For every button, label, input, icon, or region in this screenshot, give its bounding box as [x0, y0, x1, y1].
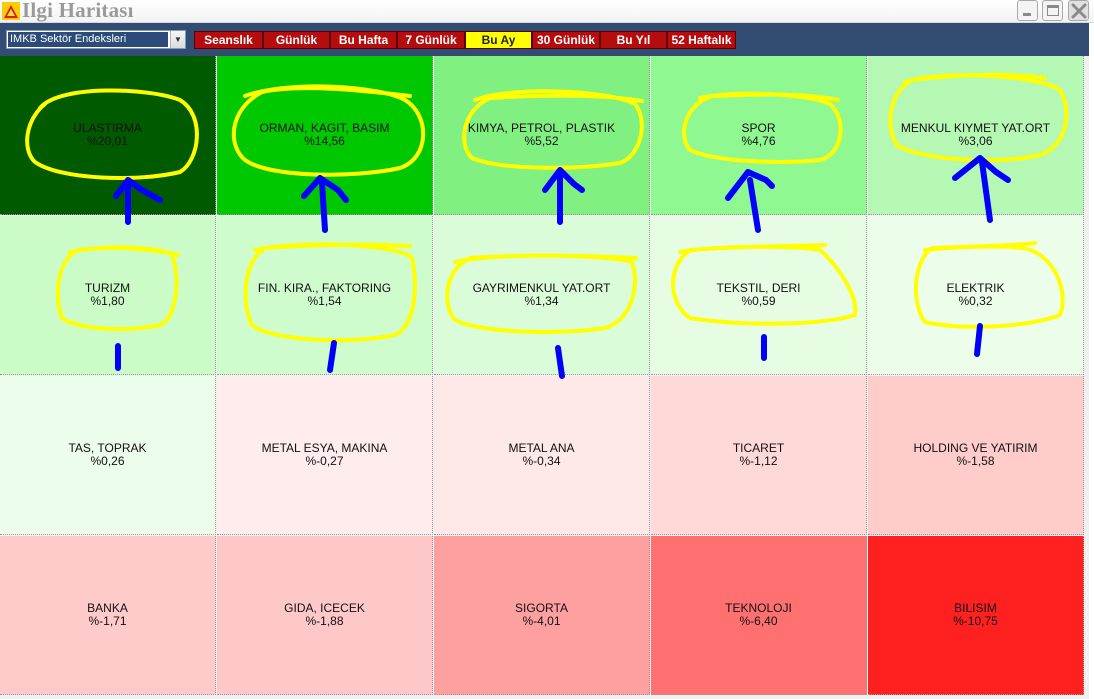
sector-tile[interactable]: ORMAN, KAGIT, BASIM %14,56	[217, 56, 433, 215]
period-tab-gunluk[interactable]: Günlük	[263, 31, 330, 49]
sector-change: %-4,01	[522, 614, 561, 628]
sector-tile[interactable]: TICARET %-1,12	[651, 376, 867, 535]
sector-name: TICARET	[732, 441, 785, 455]
period-tab-bu-yil[interactable]: Bu Yıl	[600, 31, 667, 49]
sector-tile[interactable]: TAS, TOPRAK %0,26	[0, 376, 216, 535]
sector-tile[interactable]: ELEKTRIK %0,32	[868, 216, 1084, 375]
sector-tile[interactable]: SIGORTA %-4,01	[434, 536, 650, 695]
period-tab-52-haftalik[interactable]: 52 Haftalık	[667, 31, 736, 49]
sector-change: %-1,71	[88, 614, 127, 628]
minimize-icon	[1023, 13, 1031, 16]
sector-tile[interactable]: TEKSTIL, DERI %0,59	[651, 216, 867, 375]
index-select[interactable]: IMKB Sektör Endeksleri ▼	[6, 30, 186, 49]
sector-tile[interactable]: FIN. KIRA., FAKTORING %1,54	[217, 216, 433, 375]
sector-change: %0,59	[741, 294, 776, 308]
sector-change: %0,26	[90, 454, 125, 468]
sector-name: TEKNOLOJI	[725, 601, 792, 615]
sector-change: %3,06	[958, 134, 993, 148]
sector-tile[interactable]: GIDA, ICECEK %-1,88	[217, 536, 433, 695]
period-tab-7-gunluk[interactable]: 7 Günlük	[397, 31, 465, 49]
sector-change: %20,01	[87, 134, 128, 148]
sector-name: METAL ESYA, MAKINA	[261, 441, 388, 455]
sector-tile[interactable]: METAL ESYA, MAKINA %-0,27	[217, 376, 433, 535]
sector-name: METAL ANA	[508, 441, 575, 455]
sector-change: %4,76	[741, 134, 776, 148]
period-tab-bu-hafta[interactable]: Bu Hafta	[330, 31, 397, 49]
period-tab-30-gunluk[interactable]: 30 Günlük	[532, 31, 600, 49]
sector-tile[interactable]: KIMYA, PETROL, PLASTIK %5,52	[434, 56, 650, 215]
period-tab-bu-ay[interactable]: Bu Ay	[465, 31, 532, 49]
sector-change: %-10,75	[953, 614, 998, 628]
sector-change: %-1,88	[305, 614, 344, 628]
sector-name: HOLDING VE YATIRIM	[913, 441, 1038, 455]
sector-change: %-1,58	[956, 454, 995, 468]
sector-tile[interactable]: ULASTIRMA %20,01	[0, 56, 216, 215]
minimize-button[interactable]	[1017, 0, 1038, 21]
sector-tile[interactable]: HOLDING VE YATIRIM %-1,58	[868, 376, 1084, 535]
sector-name: BILISIM	[954, 601, 997, 615]
maximize-icon	[1047, 5, 1059, 16]
toolbar: IMKB Sektör Endeksleri ▼ Seanslık Günlük…	[0, 23, 1089, 56]
sector-change: %-0,27	[305, 454, 344, 468]
close-button[interactable]	[1068, 0, 1089, 21]
app-logo-icon	[2, 2, 20, 20]
sector-name: SIGORTA	[515, 601, 568, 615]
sector-tile[interactable]: TURIZM %1,80	[0, 216, 216, 375]
sector-change: %5,52	[524, 134, 559, 148]
sector-tile[interactable]: GAYRIMENKUL YAT.ORT %1,34	[434, 216, 650, 375]
sector-tile[interactable]: BILISIM %-10,75	[868, 536, 1084, 695]
sector-change: %1,34	[524, 294, 559, 308]
sector-tile[interactable]: TEKNOLOJI %-6,40	[651, 536, 867, 695]
sector-change: %-0,34	[522, 454, 561, 468]
index-select-value: IMKB Sektör Endeksleri	[8, 32, 168, 47]
sector-change: %1,54	[307, 294, 342, 308]
sector-tile[interactable]: MENKUL KIYMET YAT.ORT %3,06	[868, 56, 1084, 215]
sector-tile[interactable]: BANKA %-1,71	[0, 536, 216, 695]
sector-change: %14,56	[304, 134, 345, 148]
sector-name: GIDA, ICECEK	[284, 601, 365, 615]
maximize-button[interactable]	[1042, 0, 1063, 21]
sector-change: %0,32	[958, 294, 993, 308]
sector-change: %-1,12	[739, 454, 778, 468]
sector-tile[interactable]: SPOR %4,76	[651, 56, 867, 215]
window-title: Ilgi Haritası	[22, 0, 134, 22]
chevron-down-icon[interactable]: ▼	[170, 31, 185, 48]
title-bar[interactable]: Ilgi Haritası	[0, 0, 1094, 23]
sector-change: %-6,40	[739, 614, 778, 628]
sector-name: TAS, TOPRAK	[68, 441, 147, 455]
sector-name: BANKA	[87, 601, 128, 615]
close-icon	[1071, 3, 1087, 19]
sector-tile[interactable]: METAL ANA %-0,34	[434, 376, 650, 535]
sector-heatmap: ULASTIRMA %20,01 ORMAN, KAGIT, BASIM %14,5…	[0, 56, 1089, 699]
period-tab-seanslik[interactable]: Seanslık	[194, 31, 263, 49]
sector-change: %1,80	[90, 294, 125, 308]
